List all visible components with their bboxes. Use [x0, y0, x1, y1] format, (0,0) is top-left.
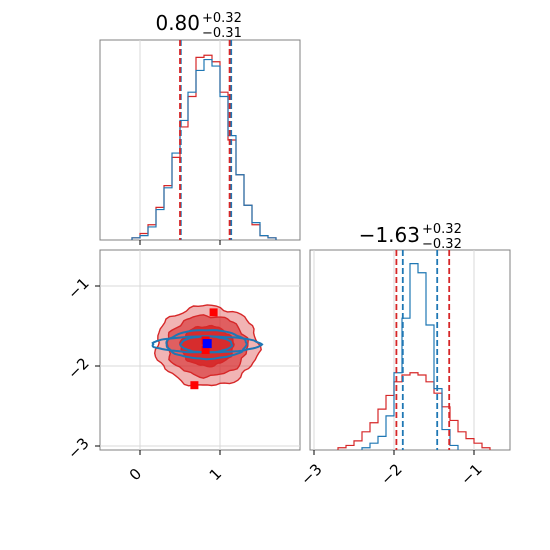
- panel-title-lower: −0.32: [422, 237, 462, 252]
- histogram-step: [361, 263, 459, 450]
- red-square-marker: [190, 381, 199, 390]
- panel-title-lower: −0.31: [202, 26, 242, 41]
- tick-marks: [313, 450, 475, 455]
- red-square-marker: [201, 346, 210, 354]
- blue-contour-level: [179, 335, 234, 354]
- blue-contour-level: [165, 329, 248, 361]
- histogram-step: [337, 372, 491, 450]
- contour-panel: 0 1 −1 −2 −3: [64, 249, 301, 484]
- histogram-series: [131, 54, 277, 240]
- blue-contour-level: [151, 335, 264, 354]
- panel-frame: [99, 39, 301, 241]
- blue-contours: [151, 329, 264, 361]
- blue-square-marker: [202, 339, 212, 349]
- quantile-lines: [179, 40, 233, 240]
- panel-title-upper: +0.32: [202, 11, 242, 26]
- panel-title-value: 0.80: [155, 11, 200, 35]
- panel-title-value: −1.63: [359, 223, 420, 247]
- panel-title-upper: +0.32: [422, 222, 462, 237]
- red-square-marker: [209, 308, 218, 317]
- tick-marks: [139, 240, 221, 245]
- grid-lines: [313, 250, 475, 450]
- tick-marks: [95, 285, 221, 455]
- histogram-series: [337, 263, 491, 450]
- quantile-lines: [395, 250, 451, 450]
- histogram-step: [131, 58, 277, 240]
- markers: [190, 308, 218, 390]
- histogram-panel-bottom: −1.63 +0.32 −0.32 −3 −2 −1: [297, 222, 511, 489]
- histogram-panel-top: 0.80 +0.32 −0.31: [99, 11, 301, 245]
